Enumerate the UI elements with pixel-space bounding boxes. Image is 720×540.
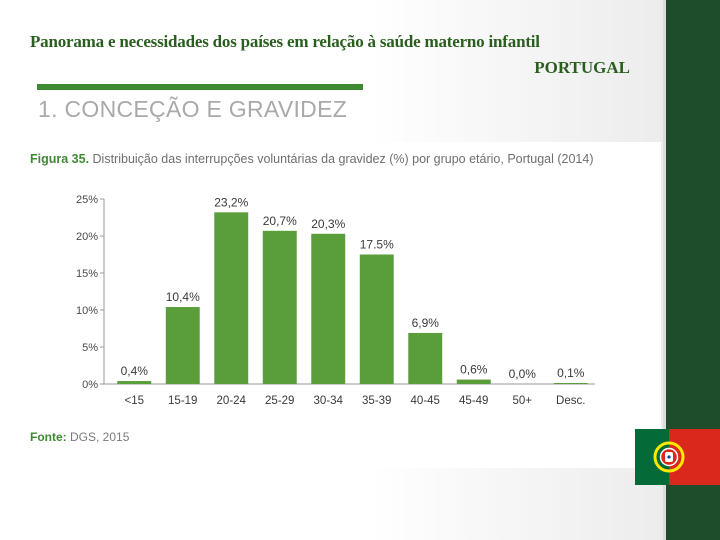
bar-value-label: 20,7%	[263, 214, 297, 228]
y-tick-label: 25%	[76, 194, 98, 206]
y-tick-label: 15%	[76, 268, 98, 280]
bar-value-label: 6,9%	[412, 316, 440, 330]
source-text: DGS, 2015	[70, 430, 130, 444]
y-tick-label: 10%	[76, 305, 98, 317]
bar-value-label: 10,4%	[166, 290, 200, 304]
bar-value-label: 20,3%	[311, 217, 345, 231]
bar-value-label: 0,1%	[557, 366, 585, 380]
bar	[553, 383, 588, 384]
x-tick-label: 45-49	[459, 395, 488, 407]
y-tick-label: 5%	[82, 342, 98, 354]
source-label: Fonte:	[30, 430, 67, 444]
y-tick-label: 0%	[82, 379, 98, 391]
x-tick-label: 30-34	[314, 395, 344, 407]
x-tick-label: Desc.	[556, 395, 585, 407]
source-line: Fonte: DGS, 2015	[30, 430, 129, 444]
title-rule	[37, 84, 363, 90]
side-stripe	[663, 0, 667, 540]
bar	[117, 381, 152, 384]
bar-value-label: 23,2%	[214, 195, 248, 209]
x-tick-label: 25-29	[265, 395, 294, 407]
x-tick-label: 35-39	[362, 395, 391, 407]
figure-caption-text: Distribuição das interrupções voluntária…	[92, 152, 594, 166]
section-heading: 1. CONCEÇÃO E GRAVIDEZ	[38, 96, 348, 122]
slide-title: Panorama e necessidades dos países em re…	[30, 32, 540, 51]
bar-value-label: 0,6%	[460, 363, 488, 377]
slide-subtitle: PORTUGAL	[534, 58, 630, 77]
x-tick-label: 15-19	[168, 395, 197, 407]
figure-caption: Figura 35. Distribuição das interrupções…	[30, 152, 593, 166]
bar	[311, 233, 346, 384]
bar	[456, 379, 491, 384]
portugal-flag-icon	[635, 429, 720, 485]
bar	[262, 230, 297, 384]
figure-label: Figura 35.	[30, 152, 90, 166]
x-tick-label: <15	[124, 395, 144, 407]
bar	[359, 254, 394, 384]
bar-value-label: 17.5%	[360, 238, 394, 252]
bar	[408, 332, 443, 384]
x-tick-label: 40-45	[411, 395, 440, 407]
bar	[214, 212, 249, 384]
y-tick-label: 20%	[76, 231, 98, 243]
bar-value-label: 0,0%	[509, 367, 537, 381]
bar-value-label: 0,4%	[121, 364, 149, 378]
bar	[165, 307, 200, 384]
x-tick-label: 50+	[512, 395, 532, 407]
bar-chart: 0% 5% 10% 15% 20% 25% 0,4% <15 10,4% 15-19 23,2% 20…	[76, 194, 595, 407]
x-tick-label: 20-24	[217, 395, 247, 407]
